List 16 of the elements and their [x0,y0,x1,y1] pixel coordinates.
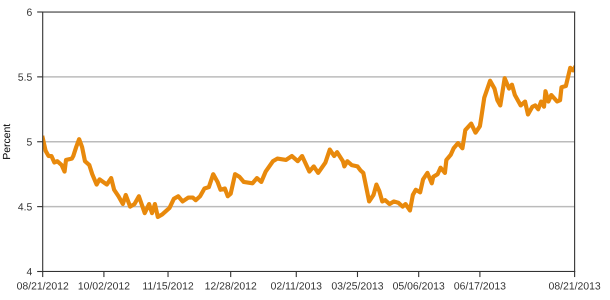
x-tick-label: 02/11/2013 [271,282,322,290]
x-tick-label: 12/28/2012 [205,282,256,290]
x-tick-label: 11/15/2012 [143,282,194,290]
y-tick-label: 4.5 [18,203,32,210]
x-tick-label: 08/21/2012 [17,282,68,290]
line-series [42,66,575,220]
y-tick-label: 4 [26,268,32,276]
x-tick-label: 03/25/2013 [332,282,384,290]
y-tick-label: 5.5 [18,73,32,81]
x-tick-label: 06/17/2013 [454,282,506,290]
y-axis-title: Percent [2,124,10,159]
x-tick-label: 05/06/2013 [393,282,444,290]
y-tick-label: 6 [27,8,32,16]
x-tick-label: 08/21/2013 [548,282,600,290]
y-tick-label: 5 [26,138,32,146]
x-tick-label: 10/02/2012 [78,282,130,290]
